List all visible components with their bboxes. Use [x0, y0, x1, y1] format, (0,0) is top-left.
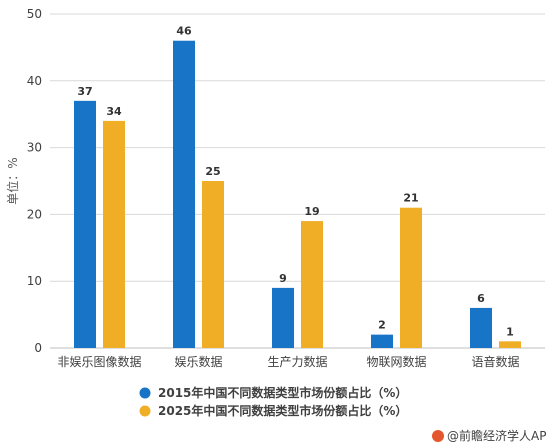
- data-label: 37: [77, 85, 92, 98]
- data-labels: 37 34 46 25 9 19 2 21 6 1: [77, 25, 513, 339]
- data-label: 19: [304, 205, 319, 218]
- data-label: 2: [378, 319, 386, 332]
- y-tick-label: 20: [27, 207, 42, 221]
- y-tick-label: 30: [27, 141, 42, 155]
- data-label: 21: [403, 192, 418, 205]
- data-label: 1: [506, 325, 514, 338]
- gridlines: [50, 13, 545, 349]
- legend: 2015年中国不同数据类型市场份额占比（%） 2025年中国不同数据类型市场份额占…: [139, 385, 407, 418]
- bar: [499, 341, 521, 348]
- x-tick-labels: 非娱乐图像数据 娱乐数据 生产力数据 物联网数据 语音数据: [57, 354, 519, 369]
- x-tick-label: 物联网数据: [366, 354, 426, 369]
- bar: [301, 221, 323, 348]
- bar: [202, 181, 224, 348]
- data-label: 25: [205, 165, 220, 178]
- credit-logo-icon: [432, 430, 444, 442]
- data-label: 46: [176, 25, 192, 38]
- y-tick-label: 0: [34, 341, 42, 355]
- credit-text: @前瞻经济学人APP: [447, 428, 547, 443]
- legend-marker: [139, 405, 151, 417]
- y-axis-label: 单位：%: [5, 157, 20, 204]
- credit: @前瞻经济学人APP: [432, 428, 547, 443]
- legend-label: 2025年中国不同数据类型市场份额占比（%）: [158, 403, 407, 418]
- y-tick-label: 40: [27, 74, 42, 88]
- bar: [371, 334, 393, 348]
- x-tick-label: 生产力数据: [267, 354, 327, 369]
- legend-label: 2015年中国不同数据类型市场份额占比（%）: [158, 385, 407, 400]
- bar: [272, 287, 294, 348]
- bar: [400, 207, 422, 348]
- y-tick-labels: 0 10 20 30 40 50: [27, 7, 42, 355]
- legend-marker: [139, 387, 151, 399]
- bar: [103, 120, 125, 348]
- data-label: 9: [279, 272, 287, 285]
- bar: [74, 100, 96, 348]
- y-tick-label: 50: [27, 7, 42, 21]
- bar: [470, 307, 492, 348]
- data-label: 6: [477, 292, 485, 305]
- y-tick-label: 10: [27, 274, 42, 288]
- x-tick-label: 语音数据: [471, 354, 519, 369]
- bars: [74, 40, 521, 348]
- x-tick-label: 非娱乐图像数据: [57, 354, 141, 369]
- data-label: 34: [106, 105, 122, 118]
- x-tick-label: 娱乐数据: [174, 354, 222, 369]
- bar: [173, 40, 195, 348]
